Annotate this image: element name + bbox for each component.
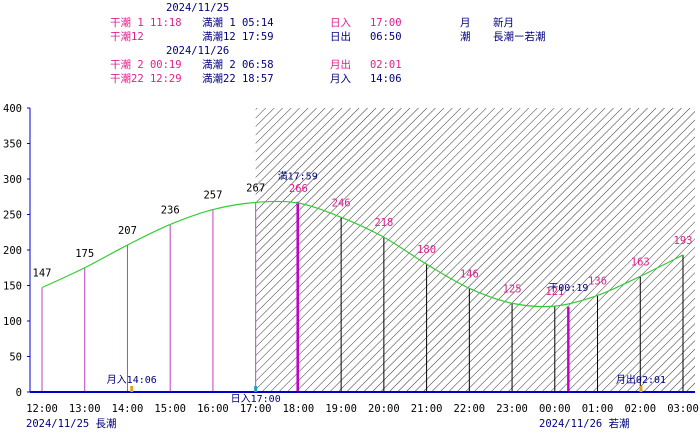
day1-low-tide-2: 干潮12	[110, 31, 144, 43]
data-label: 193	[674, 235, 693, 247]
x-tick-label: 23:00	[496, 403, 528, 415]
data-label: 267	[246, 182, 265, 194]
moonset-marker-tick	[130, 386, 134, 392]
data-label: 147	[33, 268, 52, 280]
moonset-time: 月入 14:06	[330, 73, 402, 85]
low-tide-label: 干00:19	[548, 283, 588, 294]
sunset-time: 日入 17:00	[330, 17, 402, 29]
data-label: 207	[118, 225, 137, 237]
data-label: 121	[545, 286, 564, 298]
tide-type-label: 潮	[460, 31, 471, 43]
y-tick-label: 50	[9, 352, 22, 364]
y-tick-label: 300	[3, 174, 22, 186]
data-label: 125	[503, 283, 522, 295]
day1-low-tide-1: 干潮 1 11:18	[110, 17, 182, 29]
high-tide-label: 満17:59	[278, 171, 318, 183]
x-tick-label: 21:00	[411, 403, 443, 415]
data-label: 246	[332, 197, 351, 209]
data-label: 257	[203, 190, 222, 202]
moonset-marker-label: 月入14:06	[107, 374, 157, 386]
date-label-day1: 2024/11/25 長潮	[26, 417, 117, 430]
x-tick-label: 18:00	[283, 403, 315, 415]
moonrise-marker-tick	[639, 386, 643, 392]
moonrise-time: 月出 02:01	[330, 59, 402, 71]
data-label: 136	[588, 275, 607, 287]
day1-high-tide-2: 満潮12 17:59	[202, 31, 274, 43]
night-region	[255, 108, 695, 392]
moon-phase-label: 月	[460, 17, 471, 29]
y-tick-label: 200	[3, 245, 22, 257]
y-tick-label: 250	[3, 210, 22, 222]
sunset-marker-label: 日入17:00	[231, 394, 281, 405]
data-label: 180	[417, 244, 436, 256]
day2-low-tide-1: 干潮 2 00:19	[110, 59, 182, 71]
date-label-day2: 2024/11/26 若潮	[539, 417, 630, 430]
x-tick-label: 01:00	[582, 403, 614, 415]
y-tick-label: 150	[3, 281, 22, 293]
moonrise-marker-label: 月出02:01	[616, 373, 666, 386]
data-label: 218	[374, 217, 393, 229]
x-tick-label: 15:00	[154, 403, 186, 415]
y-tick-label: 350	[3, 139, 22, 151]
x-tick-label: 14:00	[112, 403, 144, 415]
day2-high-tide-1: 満潮 2 06:58	[202, 59, 274, 71]
y-tick-label: 0	[16, 387, 22, 399]
x-tick-label: 19:00	[325, 403, 357, 415]
data-label: 266	[289, 183, 308, 195]
x-tick-label: 20:00	[368, 403, 400, 415]
header-date-1: 2024/11/25	[166, 2, 230, 14]
x-tick-label: 03:00	[667, 403, 699, 415]
x-tick-label: 13:00	[69, 403, 101, 415]
tide-type-value: 長潮ー若潮	[493, 31, 546, 43]
tide-curve	[41, 200, 684, 308]
x-tick-label: 16:00	[197, 403, 229, 415]
data-label: 163	[631, 256, 650, 268]
header-date-2: 2024/11/26	[166, 45, 230, 57]
x-tick-label: 12:00	[26, 403, 58, 415]
data-label: 236	[161, 204, 180, 216]
x-tick-label: 17:00	[240, 403, 272, 415]
data-label: 146	[460, 268, 479, 280]
day1-high-tide-1: 満潮 1 05:14	[202, 17, 274, 29]
y-tick-label: 100	[3, 316, 22, 328]
sunset-marker-tick	[254, 386, 258, 392]
day2-low-tide-2: 干潮22 12:29	[110, 73, 182, 85]
x-tick-label: 02:00	[624, 403, 656, 415]
x-tick-label: 22:00	[454, 403, 486, 415]
y-tick-label: 400	[3, 103, 22, 115]
moon-phase-value: 新月	[493, 17, 514, 29]
sunrise-time: 日出 06:50	[330, 31, 402, 43]
day2-high-tide-2: 満潮22 18:57	[202, 73, 274, 85]
x-tick-label: 00:00	[539, 403, 571, 415]
data-label: 175	[75, 248, 94, 260]
